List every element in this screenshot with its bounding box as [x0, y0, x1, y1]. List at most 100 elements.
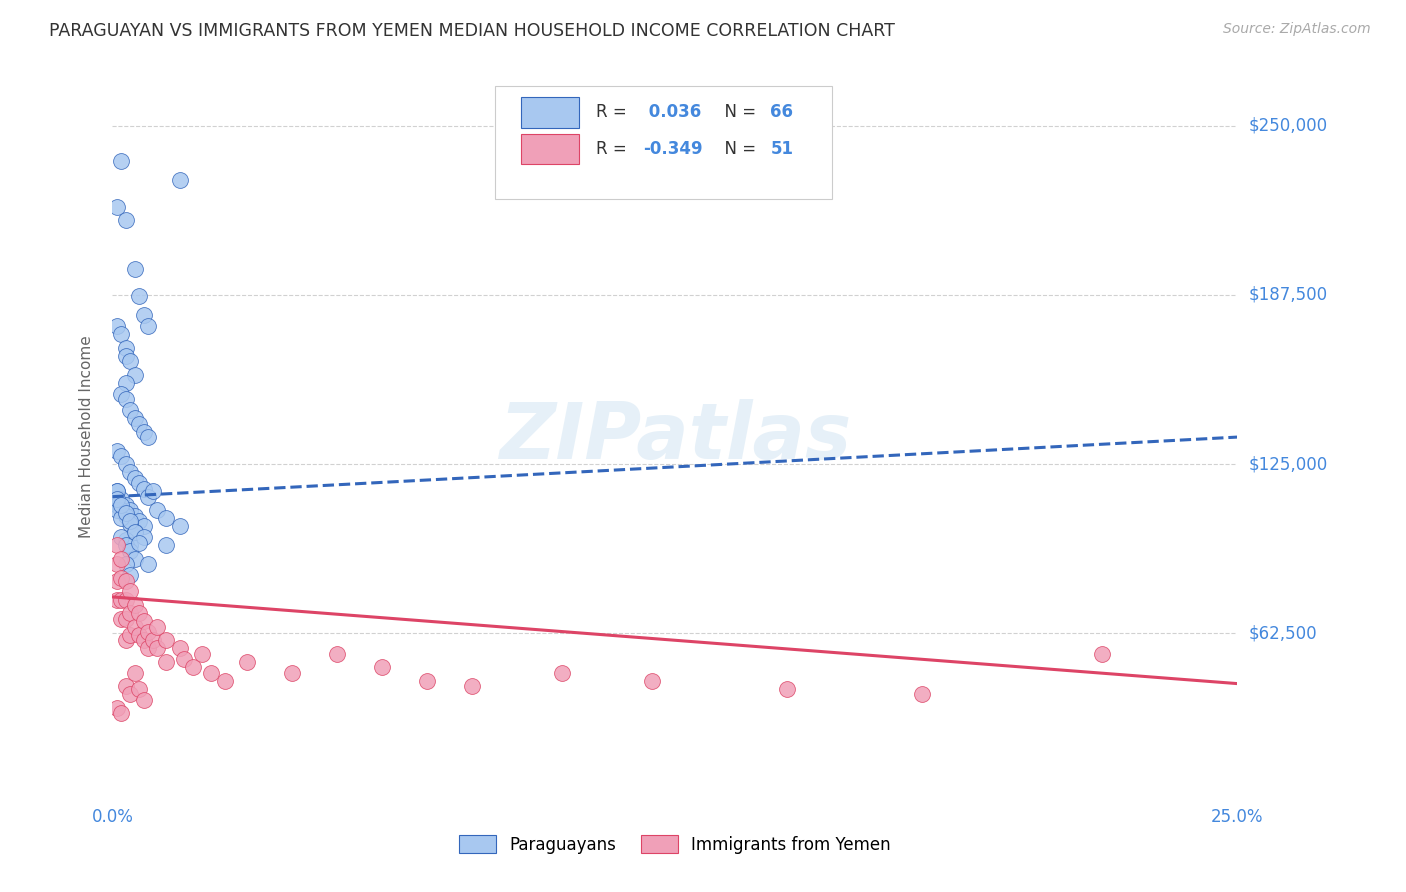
Point — [120, 465, 142, 479]
Point — [105, 318, 128, 333]
Point — [110, 571, 132, 585]
Text: R =: R = — [596, 103, 633, 121]
Point — [120, 688, 142, 702]
Point — [115, 558, 138, 572]
Point — [173, 652, 195, 666]
Point — [124, 262, 146, 277]
Point — [110, 503, 132, 517]
Point — [110, 511, 132, 525]
Point — [115, 392, 138, 406]
Point — [132, 530, 155, 544]
Point — [120, 568, 142, 582]
Point — [124, 368, 146, 382]
Point — [155, 633, 177, 648]
Point — [416, 673, 439, 688]
Point — [155, 538, 177, 552]
Point — [115, 574, 138, 588]
Text: $62,500: $62,500 — [1249, 624, 1317, 642]
Point — [132, 308, 155, 322]
FancyBboxPatch shape — [520, 97, 579, 128]
Point — [326, 647, 349, 661]
Point — [120, 584, 142, 599]
Text: $187,500: $187,500 — [1249, 285, 1327, 304]
Point — [105, 484, 128, 499]
Point — [132, 693, 155, 707]
Point — [115, 498, 138, 512]
Point — [124, 552, 146, 566]
Point — [200, 665, 222, 680]
Point — [169, 641, 191, 656]
Point — [124, 665, 146, 680]
Legend: Paraguayans, Immigrants from Yemen: Paraguayans, Immigrants from Yemen — [453, 829, 897, 860]
Text: -0.349: -0.349 — [644, 140, 703, 158]
Point — [1091, 647, 1114, 661]
Point — [110, 327, 132, 342]
Point — [124, 598, 146, 612]
Point — [105, 592, 128, 607]
Text: N =: N = — [714, 103, 762, 121]
Point — [115, 341, 138, 355]
Point — [115, 349, 138, 363]
Point — [110, 498, 132, 512]
Point — [110, 153, 132, 168]
Point — [214, 673, 236, 688]
FancyBboxPatch shape — [495, 86, 832, 200]
Point — [110, 449, 132, 463]
Text: PARAGUAYAN VS IMMIGRANTS FROM YEMEN MEDIAN HOUSEHOLD INCOME CORRELATION CHART: PARAGUAYAN VS IMMIGRANTS FROM YEMEN MEDI… — [49, 22, 896, 40]
Point — [128, 606, 150, 620]
Point — [169, 172, 191, 186]
Point — [120, 354, 142, 368]
Point — [124, 620, 146, 634]
Text: $125,000: $125,000 — [1249, 455, 1327, 473]
Point — [911, 688, 934, 702]
Point — [128, 535, 150, 549]
Point — [146, 620, 169, 634]
Point — [138, 625, 160, 640]
Point — [115, 533, 138, 547]
Point — [115, 506, 138, 520]
Point — [641, 673, 664, 688]
Point — [120, 503, 142, 517]
Y-axis label: Median Household Income: Median Household Income — [79, 335, 94, 539]
Point — [236, 655, 259, 669]
Text: $250,000: $250,000 — [1249, 117, 1327, 135]
Point — [132, 633, 155, 648]
Point — [120, 544, 142, 558]
Point — [155, 511, 177, 525]
Point — [128, 514, 150, 528]
Point — [124, 471, 146, 485]
Point — [115, 376, 138, 390]
Point — [191, 647, 214, 661]
Text: N =: N = — [714, 140, 762, 158]
Point — [128, 628, 150, 642]
Point — [120, 403, 142, 417]
Point — [281, 665, 304, 680]
Point — [461, 679, 484, 693]
Point — [138, 641, 160, 656]
Text: Source: ZipAtlas.com: Source: ZipAtlas.com — [1223, 22, 1371, 37]
Point — [132, 615, 155, 629]
Point — [138, 430, 160, 444]
Point — [128, 417, 150, 431]
Point — [120, 628, 142, 642]
Point — [110, 552, 132, 566]
Point — [146, 503, 169, 517]
Point — [105, 574, 128, 588]
Point — [115, 213, 138, 227]
Point — [110, 611, 132, 625]
Point — [115, 538, 138, 552]
Point — [115, 679, 138, 693]
Point — [110, 386, 132, 401]
Point — [105, 701, 128, 715]
Point — [115, 611, 138, 625]
Point — [128, 476, 150, 491]
Text: 66: 66 — [770, 103, 793, 121]
Point — [138, 490, 160, 504]
Point — [138, 558, 160, 572]
Point — [138, 318, 160, 333]
Point — [115, 457, 138, 471]
Point — [120, 538, 142, 552]
Point — [105, 443, 128, 458]
Point — [551, 665, 574, 680]
Point — [105, 503, 128, 517]
